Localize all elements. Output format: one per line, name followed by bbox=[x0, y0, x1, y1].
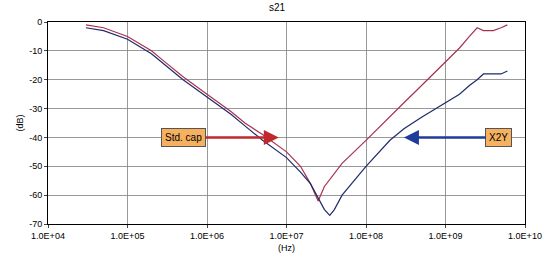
svg-text:-30: -30 bbox=[29, 104, 42, 114]
svg-text:-40: -40 bbox=[29, 133, 42, 143]
svg-text:-20: -20 bbox=[29, 75, 42, 85]
svg-text:Std. cap: Std. cap bbox=[165, 132, 202, 143]
svg-text:1.0E+05: 1.0E+05 bbox=[111, 231, 145, 241]
svg-text:1.0E+08: 1.0E+08 bbox=[349, 231, 383, 241]
svg-text:s21: s21 bbox=[269, 2, 286, 13]
svg-text:-50: -50 bbox=[29, 161, 42, 171]
svg-text:-70: -70 bbox=[29, 219, 42, 229]
svg-text:1.0E+10: 1.0E+10 bbox=[508, 231, 542, 241]
svg-text:1.0E+06: 1.0E+06 bbox=[190, 231, 224, 241]
svg-text:(dB): (dB) bbox=[15, 114, 25, 131]
svg-text:0: 0 bbox=[37, 17, 42, 27]
svg-text:1.0E+09: 1.0E+09 bbox=[429, 231, 463, 241]
svg-text:-60: -60 bbox=[29, 190, 42, 200]
svg-text:X2Y: X2Y bbox=[489, 132, 508, 143]
svg-text:(Hz): (Hz) bbox=[278, 243, 295, 253]
svg-text:1.0E+07: 1.0E+07 bbox=[270, 231, 304, 241]
svg-text:-10: -10 bbox=[29, 46, 42, 56]
svg-text:1.0E+04: 1.0E+04 bbox=[31, 231, 65, 241]
